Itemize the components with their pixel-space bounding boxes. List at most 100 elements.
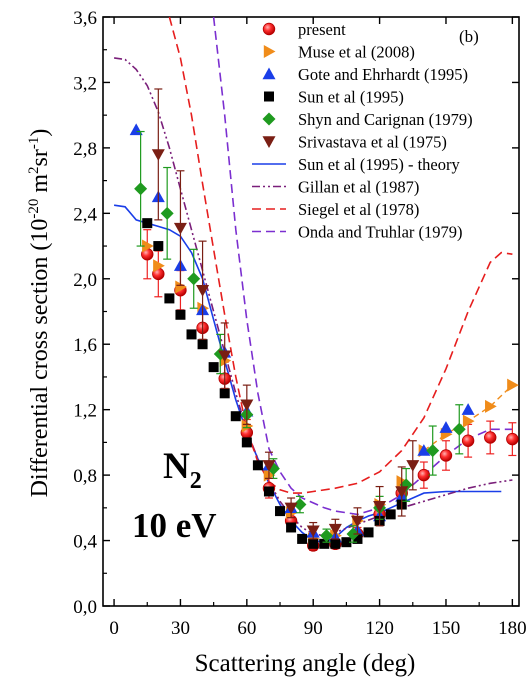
series-3-point: [363, 527, 374, 538]
series-7-line: [113, 57, 513, 537]
series-3-point: [186, 329, 197, 340]
energy-label: 10 eV: [132, 506, 217, 545]
x-tick-label: 0: [109, 618, 119, 639]
series-3-point: [219, 388, 230, 399]
series-4-point: [134, 182, 148, 196]
legend-item-5-label: Srivastava et al (1975): [298, 133, 447, 152]
legend-item-2-marker: [262, 67, 276, 80]
series-4-point: [293, 498, 307, 512]
series-1-point: [153, 259, 165, 273]
y-axis-label: Differential cross section (10-20 m2sr-1…: [26, 129, 53, 498]
series-0-point: [506, 432, 519, 446]
molecule-label: N2: [163, 446, 202, 494]
legend-item-8-label: Siegel et al (1978): [298, 200, 419, 219]
series-2-point: [461, 403, 475, 415]
y-tick-label: 3,2: [73, 73, 97, 94]
series-3-point: [319, 538, 330, 549]
series-3-point: [252, 460, 263, 471]
series-3-point: [286, 522, 297, 533]
series-5-point: [262, 460, 276, 472]
series-0-point: [461, 434, 475, 447]
series-2-point: [439, 421, 453, 433]
series-9-line: [212, 16, 513, 516]
series-0-point: [417, 468, 431, 482]
series-5-point: [240, 399, 254, 412]
y-tick-label: 0,0: [73, 597, 97, 618]
series-5-point: [196, 285, 210, 297]
series-5-point: [350, 515, 364, 528]
annotations: (b) N2 10 eV: [132, 27, 479, 545]
y-tick-label: 0,8: [73, 466, 97, 487]
series-5-point: [284, 502, 298, 515]
legend-item-0-label: present: [298, 20, 346, 39]
series-4-point: [346, 527, 360, 541]
x-tick-label: 30: [171, 618, 190, 639]
series-4-point: [160, 206, 174, 220]
ylabel-unit-sr: sr: [27, 149, 53, 166]
y-tick-label: 1,6: [73, 335, 97, 356]
legend-item-4-label: Shyn and Carignan (1979): [298, 110, 473, 129]
series-3-point: [308, 538, 319, 549]
legend-item-1-label: Muse et al (2008): [298, 43, 415, 62]
x-tick-label: 150: [432, 618, 461, 639]
y-tick-label: 3,6: [73, 8, 97, 29]
series-3-point: [241, 437, 252, 448]
series-1-point: [396, 475, 409, 489]
series-4-point: [187, 272, 201, 286]
ylabel-exp3: -1: [26, 137, 42, 150]
y-tick-label: 2,4: [73, 204, 97, 225]
legend: present Muse et al (2008) Gote and Ehrhard…: [252, 20, 473, 242]
series-1-point: [175, 280, 187, 294]
series-1-point: [142, 239, 154, 253]
series-3-point: [341, 537, 352, 548]
x-axis-label: Scattering angle (deg): [195, 650, 416, 677]
series-5-point: [218, 350, 232, 363]
x-tick-label: 180: [498, 618, 527, 639]
panel-label: (b): [459, 27, 479, 46]
y-tick-label: 1,2: [73, 401, 97, 422]
series-3-point: [230, 411, 241, 422]
x-tick-label: 120: [365, 618, 394, 639]
series-4-point: [319, 529, 333, 543]
legend-item-6-label: Sun et al (1995) - theory: [298, 155, 461, 174]
series-2-point: [417, 444, 431, 456]
ylabel-close: ): [27, 129, 53, 137]
series-5-point: [173, 222, 187, 235]
series-1-point: [462, 414, 475, 428]
legend-item-3-marker: [264, 91, 274, 102]
legend-item-0-marker: [262, 22, 276, 36]
axes-layer: 0 30 60 90 120 150 180 0,0 0,4 0,8 1,2 1,6 2,0 2,4 2,8…: [73, 8, 526, 639]
series-0-point: [484, 431, 497, 444]
ylabel-exp2: 2: [26, 166, 42, 174]
ylabel-main: Differential cross section (10: [27, 219, 53, 498]
series-3-point: [385, 509, 396, 520]
y-tick-label: 2,8: [73, 139, 97, 160]
series-5-point: [395, 486, 409, 498]
series-8-line: [168, 16, 513, 494]
series-4-point: [426, 444, 440, 458]
series-3-point: [352, 533, 363, 544]
series-3-point: [153, 241, 164, 252]
series-2-point: [129, 123, 143, 136]
legend-item-2-label: Gote and Ehrhardt (1995): [298, 65, 468, 84]
legend-item-1-marker: [263, 45, 276, 58]
legend-item-5-marker: [262, 136, 276, 148]
series-1-point: [485, 399, 497, 413]
series-5-point: [328, 523, 342, 536]
series-0-point: [439, 449, 453, 462]
series-3-point: [263, 486, 274, 497]
legend-item-7-label: Gillan et al (1987): [298, 178, 419, 197]
series-3-point: [297, 533, 308, 544]
series-5-point: [306, 525, 320, 538]
series-3-point: [208, 362, 219, 373]
series-5-point: [373, 500, 387, 513]
series-1-point: [507, 378, 519, 392]
series-5-point: [151, 149, 165, 161]
molecule-symbol: N: [163, 446, 190, 487]
series-3-point: [164, 293, 175, 304]
legend-item-9-label: Onda and Truhlar (1979): [298, 223, 463, 242]
series-3-point: [275, 506, 286, 517]
ylabel-unit-m: m: [27, 174, 53, 199]
molecule-subscript: 2: [190, 468, 202, 494]
